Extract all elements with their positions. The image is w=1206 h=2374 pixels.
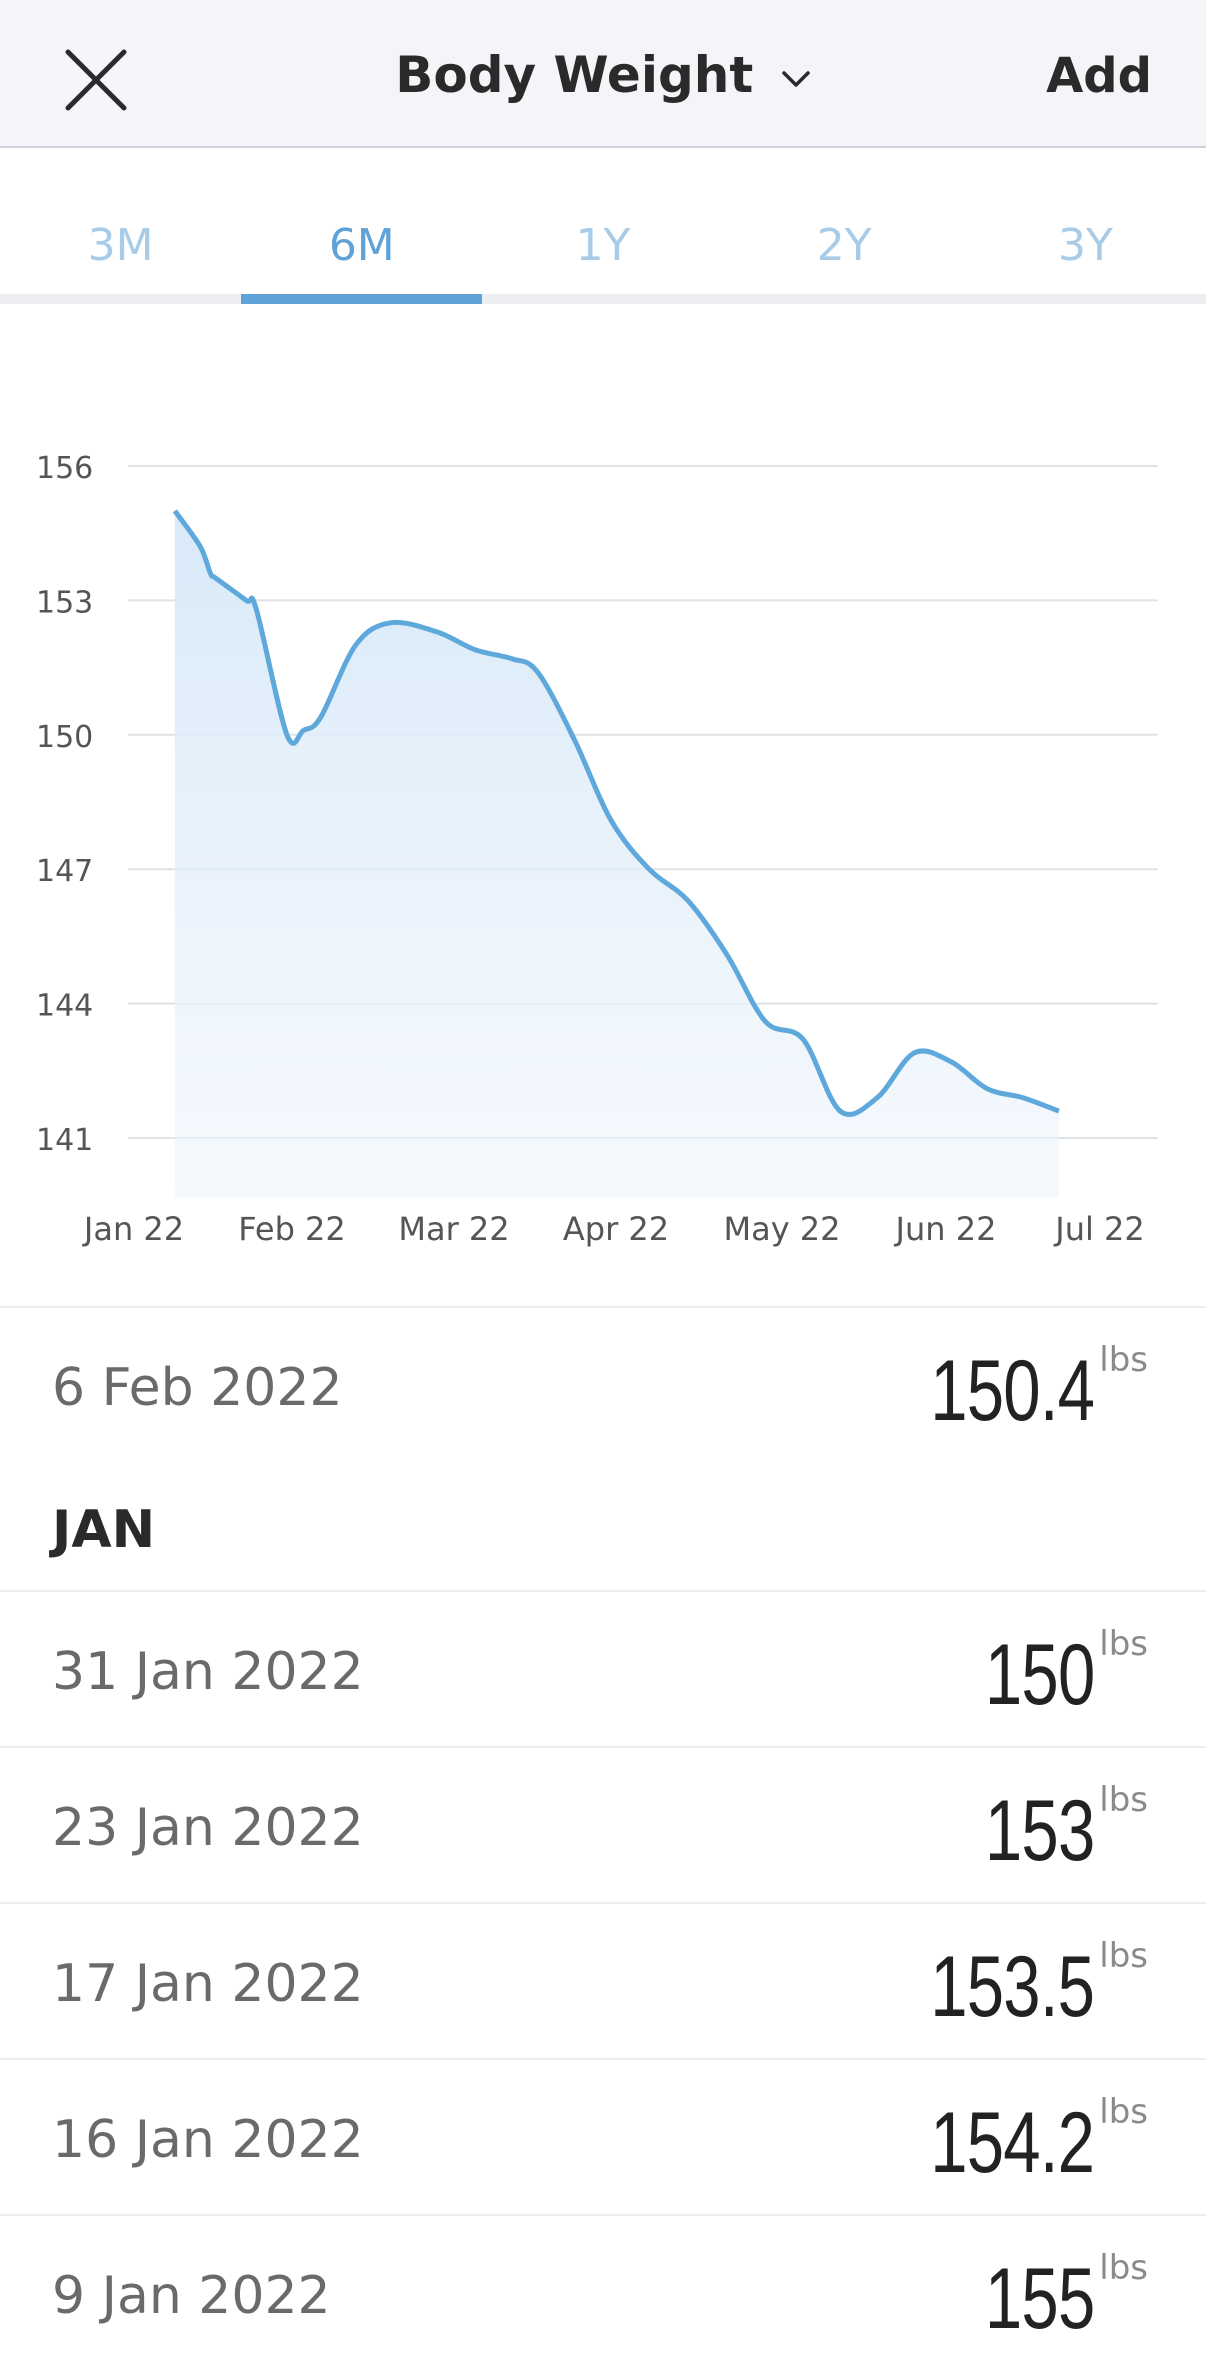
tab-1y[interactable]: 1Y (575, 220, 631, 271)
range-tabs: 3M 6M 1Y 2Y 3Y (0, 210, 1206, 304)
close-icon (65, 49, 127, 111)
y-tick-label: 147 (36, 854, 93, 889)
entry-unit: lbs (1099, 2092, 1148, 2132)
entry-unit: lbs (1099, 1780, 1148, 1820)
entry-date: 17 Jan 2022 (52, 1954, 364, 2014)
tab-2y[interactable]: 2Y (816, 220, 872, 271)
y-tick-label: 150 (36, 720, 93, 755)
y-tick-label: 156 (36, 451, 93, 486)
series-area (174, 510, 1059, 1198)
list-item[interactable]: 17 Jan 2022 153.5 lbs (0, 1904, 1206, 2058)
x-tick-label: Apr 22 (563, 1210, 669, 1248)
row-divider (0, 2058, 1206, 2060)
row-divider (0, 2214, 1206, 2216)
weight-chart: 156 153 150 147 144 141 Jan 22 Feb 22 Mar 22 Apr… (0, 420, 1206, 1280)
chevron-down-icon (781, 70, 810, 87)
metric-selector[interactable]: Body Weight (395, 46, 810, 104)
entry-date: 23 Jan 2022 (52, 1798, 364, 1858)
section-divider (0, 1590, 1206, 1592)
row-divider (0, 1902, 1206, 1904)
y-tick-label: 153 (36, 585, 93, 620)
entry-unit: lbs (1099, 1936, 1148, 1976)
x-tick-label: Jan 22 (82, 1210, 184, 1248)
top-bar: Body Weight Add (0, 0, 1206, 148)
month-header: JAN (52, 1500, 156, 1560)
tab-3y[interactable]: 3Y (1057, 220, 1113, 271)
entry-value: 150.4 (930, 1343, 1095, 1439)
x-tick-label: Jun 22 (894, 1210, 997, 1248)
x-tick-label: Jul 22 (1053, 1210, 1145, 1248)
list-item[interactable]: 23 Jan 2022 153 lbs (0, 1748, 1206, 1902)
x-tick-label: Mar 22 (398, 1210, 509, 1248)
entry-date: 6 Feb 2022 (52, 1358, 343, 1418)
entry-unit: lbs (1099, 1340, 1148, 1380)
x-tick-label: May 22 (723, 1210, 840, 1248)
entry-date: 16 Jan 2022 (52, 2110, 364, 2170)
add-button[interactable]: Add (1046, 48, 1152, 104)
list-item[interactable]: 16 Jan 2022 154.2 lbs (0, 2060, 1206, 2214)
tab-3m[interactable]: 3M (87, 220, 154, 271)
entry-unit: lbs (1099, 1624, 1148, 1664)
entry-date: 9 Jan 2022 (52, 2266, 331, 2326)
list-item[interactable]: 9 Jan 2022 155 lbs (0, 2216, 1206, 2370)
entry-value: 153 (984, 1783, 1094, 1879)
y-tick-label: 144 (36, 989, 93, 1024)
entry-value: 155 (984, 2251, 1094, 2347)
row-divider (0, 1746, 1206, 1748)
tab-6m[interactable]: 6M (241, 210, 483, 304)
page-title: Body Weight (395, 46, 754, 104)
entry-value: 154.2 (930, 2095, 1095, 2191)
chart-divider (0, 1306, 1206, 1308)
series-line (172, 509, 1060, 1117)
list-item[interactable]: 6 Feb 2022 150.4 lbs (0, 1308, 1206, 1462)
entry-value: 150 (984, 1627, 1094, 1723)
entry-date: 31 Jan 2022 (52, 1642, 364, 1702)
list-item[interactable]: 31 Jan 2022 150 lbs (0, 1592, 1206, 1746)
close-button[interactable] (60, 44, 132, 116)
y-tick-label: 141 (36, 1123, 93, 1158)
entry-unit: lbs (1099, 2248, 1148, 2288)
chart-svg: 156 153 150 147 144 141 Jan 22 Feb 22 Mar 22 Apr… (36, 451, 1158, 1248)
entry-value: 153.5 (930, 1939, 1095, 2035)
x-tick-label: Feb 22 (238, 1210, 346, 1248)
